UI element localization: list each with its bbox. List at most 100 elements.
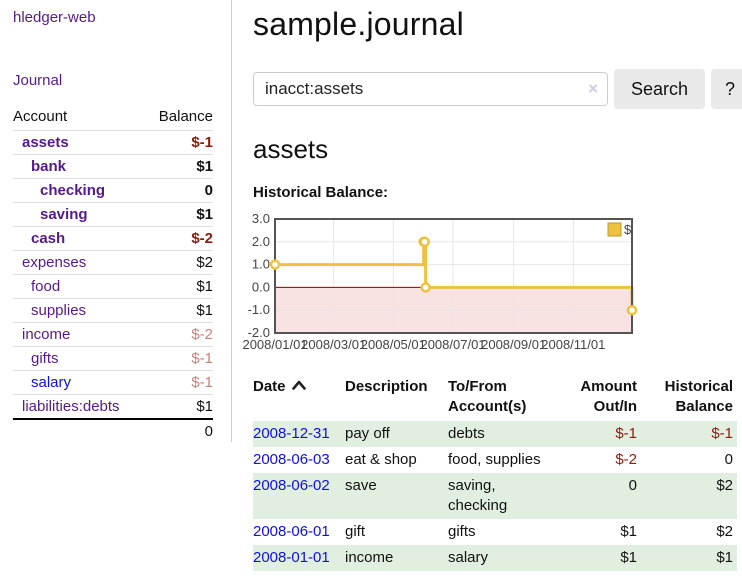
account-row: cash $-2 — [13, 226, 213, 251]
sidebar-account-link[interactable]: assets — [22, 134, 69, 151]
search-input[interactable] — [253, 72, 608, 106]
account-balance: $1 — [145, 154, 213, 179]
sidebar-account-link[interactable]: salary — [31, 374, 72, 391]
sidebar-item-journal[interactable]: Journal — [13, 72, 63, 89]
sort-asc-icon[interactable] — [291, 380, 306, 390]
transaction-balance: $-1 — [711, 425, 733, 442]
account-balance: $1 — [145, 274, 213, 299]
y-tick-label: 3.0 — [252, 211, 270, 226]
transaction-row: 2008-06-03 eat & shop food, supplies $-2 0 — [253, 447, 737, 473]
account-title: assets — [253, 134, 329, 164]
plot-border — [274, 218, 633, 334]
transaction-amount: $-1 — [615, 425, 637, 442]
sidebar-account-link[interactable]: gifts — [31, 350, 59, 367]
accounts-table-body: assets $-1 bank $1 checking 0 saving $1 cash $-2 e… — [13, 130, 213, 443]
register-table: Date Description To/From Account(s) Amount Ou… — [253, 375, 737, 571]
sidebar-account-link[interactable]: bank — [31, 158, 67, 175]
transaction-amount: 0 — [628, 477, 637, 494]
account-row: salary $-1 — [13, 370, 213, 395]
transaction-row: 2008-01-01 income salary $1 $1 — [253, 545, 737, 571]
transaction-date-link[interactable]: 2008-12-31 — [253, 425, 330, 442]
sidebar-account-link[interactable]: cash — [31, 230, 66, 247]
register-column-header: To/From Account(s) — [448, 378, 527, 415]
transaction-balance: $2 — [716, 477, 733, 494]
transaction-description: save — [345, 477, 377, 494]
chart-label: Historical Balance: — [253, 184, 389, 201]
transaction-accounts: food, supplies — [448, 451, 541, 468]
sidebar-account-link[interactable]: food — [31, 278, 61, 295]
account-column-header: Account — [13, 108, 68, 125]
account-balance: 0 — [145, 178, 213, 203]
sidebar-account-link[interactable]: income — [22, 326, 71, 343]
account-row: checking 0 — [13, 178, 213, 203]
accounts-header-row: Account Balance — [13, 105, 213, 131]
transaction-balance: $2 — [716, 523, 733, 540]
data-point-marker — [269, 259, 281, 270]
data-point-marker — [420, 282, 431, 293]
help-button[interactable]: ? — [711, 69, 742, 109]
sidebar-account-link[interactable]: saving — [40, 206, 88, 223]
register-column-header: Amount Out/In — [580, 378, 637, 415]
account-balance: $2 — [145, 250, 213, 275]
transaction-description: eat & shop — [345, 451, 417, 468]
account-row: assets $-1 — [13, 130, 213, 155]
x-tick-label: 2008/11/01 — [541, 337, 605, 352]
y-tick-label: 1.0 — [252, 257, 270, 272]
accounts-total-value: 0 — [145, 418, 213, 443]
y-tick-label: -1.0 — [248, 302, 270, 317]
transaction-amount: $-2 — [615, 451, 637, 468]
account-row: liabilities:debts $1 — [13, 394, 213, 419]
x-tick-label: 2008/05/01 — [361, 337, 426, 352]
y-tick-label: 0.0 — [252, 279, 270, 294]
sidebar-account-link[interactable]: liabilities:debts — [22, 398, 120, 415]
x-tick-label: 2008/01/01 — [242, 337, 307, 352]
sidebar: hledger-web Journal Account Balance asse… — [0, 0, 232, 443]
account-balance: $-1 — [145, 130, 213, 155]
register-column-header: Description — [345, 378, 428, 395]
y-tick-label: -2.0 — [248, 325, 270, 340]
transaction-description: income — [345, 549, 394, 566]
clear-search-icon[interactable]: × — [588, 79, 598, 98]
transaction-amount: $1 — [620, 523, 637, 540]
account-row: income $-2 — [13, 322, 213, 347]
transaction-date-link[interactable]: 2008-06-01 — [253, 523, 330, 540]
data-point-marker — [419, 236, 430, 248]
transaction-row: 2008-06-02 save saving, checking 0 $2 — [253, 473, 737, 519]
accounts-table: Account Balance assets $-1 bank $1 checking 0… — [13, 105, 213, 443]
register-column-header[interactable]: Date — [253, 375, 345, 421]
transaction-date-link[interactable]: 2008-06-03 — [253, 451, 330, 468]
transaction-balance: 0 — [724, 451, 733, 468]
transaction-date-link[interactable]: 2008-06-02 — [253, 477, 330, 494]
transaction-balance: $1 — [716, 549, 733, 566]
register-column-header: Historical Balance — [664, 378, 733, 415]
search-button[interactable]: Search — [614, 69, 706, 109]
x-tick-label: 2008/07/01 — [420, 337, 485, 352]
accounts-total-row: 0 — [13, 418, 213, 443]
y-tick-label: 2.0 — [252, 234, 270, 249]
account-row: saving $1 — [13, 202, 213, 227]
x-tick-label: 2008/09/01 — [481, 337, 546, 352]
search-row: × Search ? — [253, 69, 742, 109]
register-header-row: Date Description To/From Account(s) Amount Ou… — [253, 375, 737, 421]
x-tick-label: 2008/03/01 — [301, 337, 366, 352]
sidebar-account-link[interactable]: expenses — [22, 254, 87, 271]
transaction-date-link[interactable]: 2008-01-01 — [253, 549, 330, 566]
legend-label: $ — [624, 222, 632, 237]
data-point-marker — [626, 304, 638, 316]
register-table-body: 2008-12-31 pay off debts $-1 $-1 2008-06-03 ea… — [253, 421, 737, 571]
transaction-row: 2008-12-31 pay off debts $-1 $-1 — [253, 421, 737, 447]
account-balance: $-2 — [145, 322, 213, 347]
transaction-accounts: gifts — [448, 523, 476, 540]
brand-link[interactable]: hledger-web — [13, 9, 96, 26]
transaction-accounts: debts — [448, 425, 485, 442]
sidebar-account-link[interactable]: checking — [40, 182, 106, 199]
transaction-amount: $1 — [620, 549, 637, 566]
account-balance: $-1 — [145, 370, 213, 395]
balance-chart: 3.0 2.0 1.0 0.0 -1.0 -2.0 2008/01/01 2008/03/01… — [242, 211, 742, 357]
sidebar-account-link[interactable]: supplies — [31, 302, 87, 319]
account-row: bank $1 — [13, 154, 213, 179]
transaction-accounts: salary — [448, 549, 489, 566]
account-balance: $1 — [145, 298, 213, 323]
account-balance: $-1 — [145, 346, 213, 371]
transaction-description: gift — [345, 523, 366, 540]
